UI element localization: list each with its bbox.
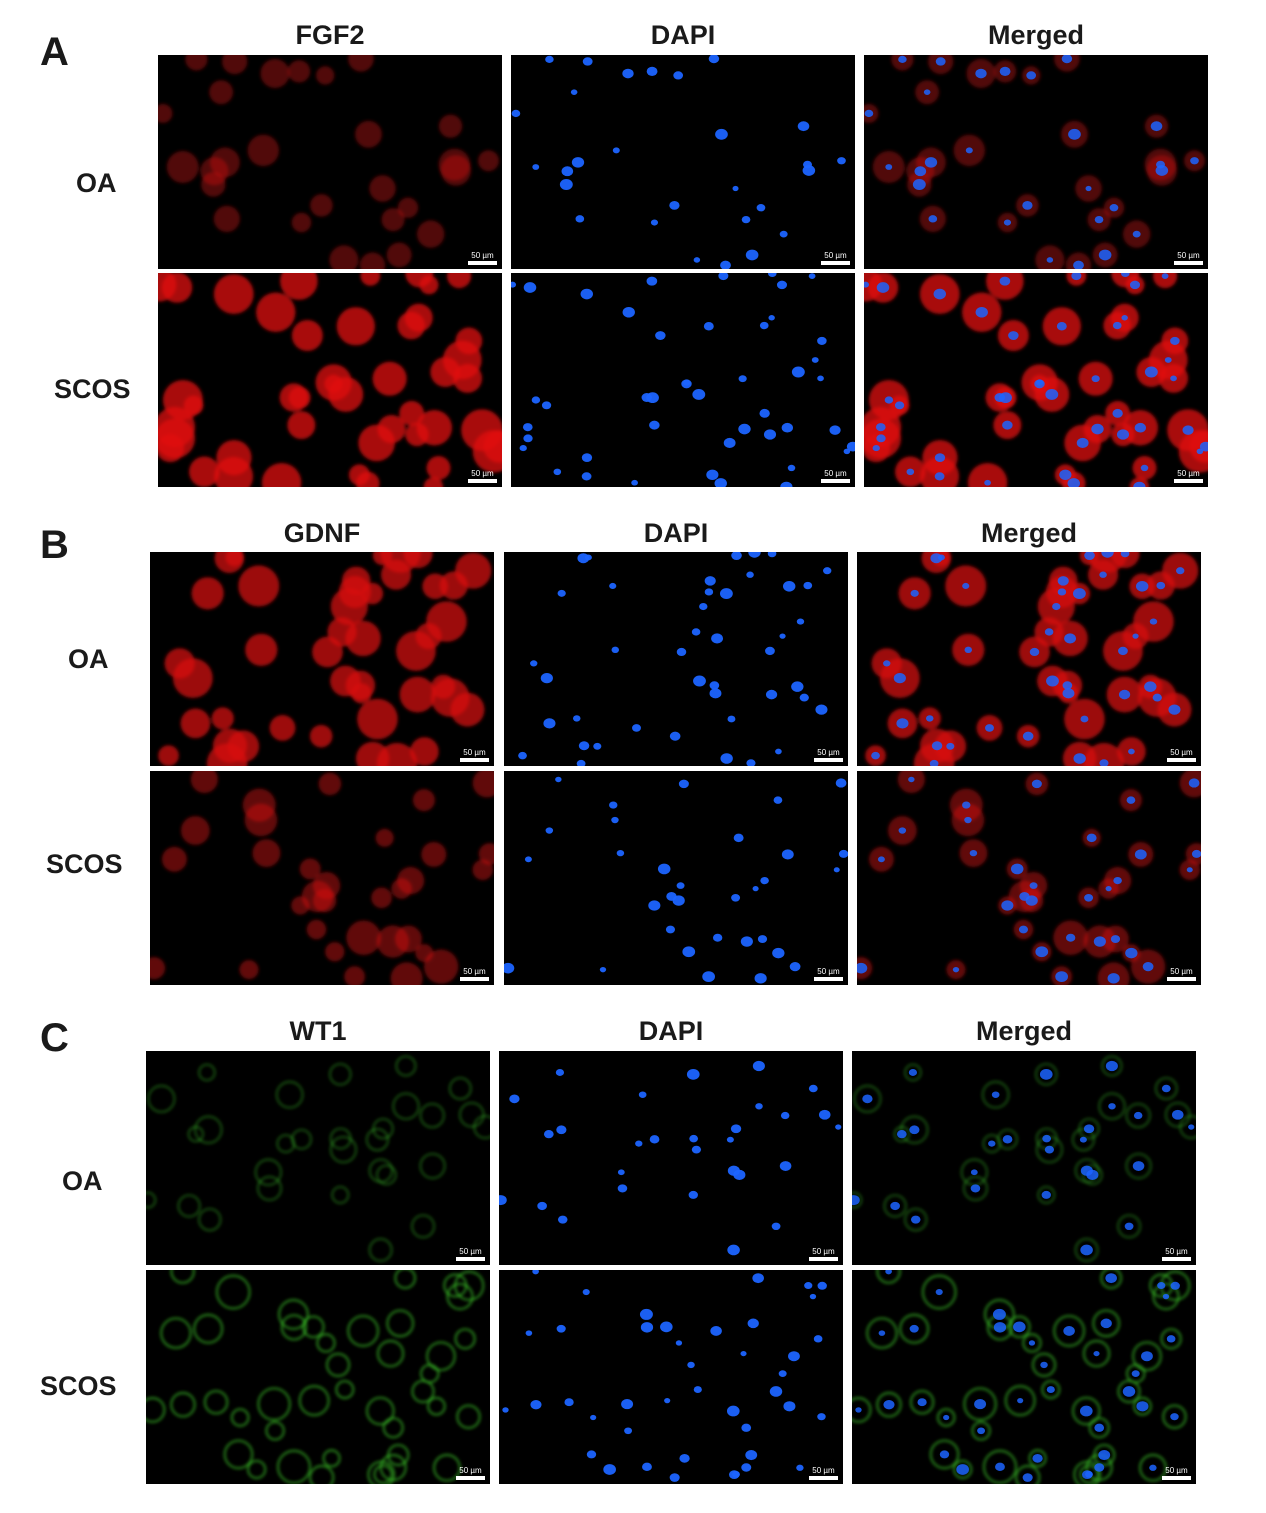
scale-bar: 50 µm bbox=[809, 1248, 838, 1261]
column-header-merged: Merged bbox=[980, 518, 1078, 548]
row-label-oa: OA bbox=[76, 168, 117, 198]
scale-bar-line bbox=[1162, 1476, 1191, 1480]
scale-bar-line bbox=[821, 479, 850, 483]
scale-bar-label: 50 µm bbox=[1165, 1247, 1188, 1256]
scale-bar-line bbox=[468, 261, 497, 265]
scale-bar-label: 50 µm bbox=[1177, 251, 1200, 260]
scale-bar: 50 µm bbox=[1174, 252, 1203, 265]
scale-bar: 50 µm bbox=[821, 470, 850, 483]
scale-bar: 50 µm bbox=[821, 252, 850, 265]
scale-bar-line bbox=[460, 977, 489, 981]
scale-bar-line bbox=[1174, 261, 1203, 265]
scale-bar-line bbox=[814, 758, 843, 762]
column-header-gdnf: GDNF bbox=[283, 518, 361, 548]
scale-bar: 50 µm bbox=[814, 968, 843, 981]
scale-bar: 50 µm bbox=[1167, 968, 1196, 981]
scale-bar-label: 50 µm bbox=[812, 1466, 835, 1475]
scale-bar: 50 µm bbox=[456, 1467, 485, 1480]
micrograph-merged-oa: 50 µm bbox=[864, 55, 1208, 269]
column-header-fgf2: FGF2 bbox=[295, 20, 365, 50]
column-header-dapi: DAPI bbox=[643, 518, 709, 548]
scale-bar: 50 µm bbox=[456, 1248, 485, 1261]
scale-bar: 50 µm bbox=[468, 252, 497, 265]
row-label-oa: OA bbox=[68, 644, 109, 674]
panel-letter-b: B bbox=[40, 523, 69, 567]
scale-bar-label: 50 µm bbox=[471, 251, 494, 260]
scale-bar-label: 50 µm bbox=[463, 967, 486, 976]
micrograph-dapi-scos: 50 µm bbox=[499, 1270, 843, 1484]
row-label-scos: SCOS bbox=[46, 849, 123, 879]
scale-bar-label: 50 µm bbox=[459, 1466, 482, 1475]
scale-bar-line bbox=[456, 1257, 485, 1261]
scale-bar-line bbox=[456, 1476, 485, 1480]
micrograph-gdnf-oa: 50 µm bbox=[150, 552, 494, 766]
micrograph-merged-scos: 50 µm bbox=[852, 1270, 1196, 1484]
scale-bar-line bbox=[1167, 758, 1196, 762]
row-label-scos: SCOS bbox=[54, 374, 131, 404]
scale-bar-label: 50 µm bbox=[817, 748, 840, 757]
scale-bar-line bbox=[809, 1476, 838, 1480]
micrograph-merged-scos: 50 µm bbox=[864, 273, 1208, 487]
scale-bar: 50 µm bbox=[460, 749, 489, 762]
row-label-oa: OA bbox=[62, 1166, 103, 1196]
scale-bar: 50 µm bbox=[468, 470, 497, 483]
panel-letter-c: C bbox=[40, 1016, 69, 1060]
micrograph-dapi-scos: 50 µm bbox=[504, 771, 848, 985]
scale-bar: 50 µm bbox=[1162, 1467, 1191, 1480]
scale-bar: 50 µm bbox=[460, 968, 489, 981]
micrograph-gdnf-scos: 50 µm bbox=[150, 771, 494, 985]
scale-bar-line bbox=[1162, 1257, 1191, 1261]
scale-bar: 50 µm bbox=[814, 749, 843, 762]
scale-bar-label: 50 µm bbox=[812, 1247, 835, 1256]
scale-bar-line bbox=[814, 977, 843, 981]
micrograph-fgf2-scos: 50 µm bbox=[158, 273, 502, 487]
micrograph-dapi-oa: 50 µm bbox=[504, 552, 848, 766]
micrograph-merged-oa: 50 µm bbox=[852, 1051, 1196, 1265]
scale-bar-label: 50 µm bbox=[817, 967, 840, 976]
scale-bar-label: 50 µm bbox=[1170, 967, 1193, 976]
micrograph-dapi-scos: 50 µm bbox=[511, 273, 855, 487]
scale-bar-line bbox=[1167, 977, 1196, 981]
scale-bar-label: 50 µm bbox=[824, 251, 847, 260]
column-header-merged: Merged bbox=[987, 20, 1085, 50]
micrograph-merged-oa: 50 µm bbox=[857, 552, 1201, 766]
scale-bar-line bbox=[468, 479, 497, 483]
scale-bar-label: 50 µm bbox=[824, 469, 847, 478]
row-label-scos: SCOS bbox=[40, 1371, 117, 1401]
scale-bar-label: 50 µm bbox=[1170, 748, 1193, 757]
micrograph-wt1-oa: 50 µm bbox=[146, 1051, 490, 1265]
scale-bar-line bbox=[1174, 479, 1203, 483]
scale-bar: 50 µm bbox=[809, 1467, 838, 1480]
scale-bar-line bbox=[821, 261, 850, 265]
micrograph-dapi-oa: 50 µm bbox=[499, 1051, 843, 1265]
column-header-dapi: DAPI bbox=[650, 20, 716, 50]
micrograph-wt1-scos: 50 µm bbox=[146, 1270, 490, 1484]
scale-bar: 50 µm bbox=[1174, 470, 1203, 483]
column-header-wt1: WT1 bbox=[289, 1016, 347, 1046]
scale-bar-label: 50 µm bbox=[459, 1247, 482, 1256]
micrograph-dapi-oa: 50 µm bbox=[511, 55, 855, 269]
scale-bar-label: 50 µm bbox=[463, 748, 486, 757]
scale-bar-label: 50 µm bbox=[471, 469, 494, 478]
micrograph-fgf2-oa: 50 µm bbox=[158, 55, 502, 269]
column-header-merged: Merged bbox=[975, 1016, 1073, 1046]
scale-bar-label: 50 µm bbox=[1177, 469, 1200, 478]
scale-bar: 50 µm bbox=[1162, 1248, 1191, 1261]
panel-letter-a: A bbox=[40, 30, 69, 74]
scale-bar: 50 µm bbox=[1167, 749, 1196, 762]
scale-bar-label: 50 µm bbox=[1165, 1466, 1188, 1475]
scale-bar-line bbox=[460, 758, 489, 762]
scale-bar-line bbox=[809, 1257, 838, 1261]
column-header-dapi: DAPI bbox=[638, 1016, 704, 1046]
micrograph-merged-scos: 50 µm bbox=[857, 771, 1201, 985]
